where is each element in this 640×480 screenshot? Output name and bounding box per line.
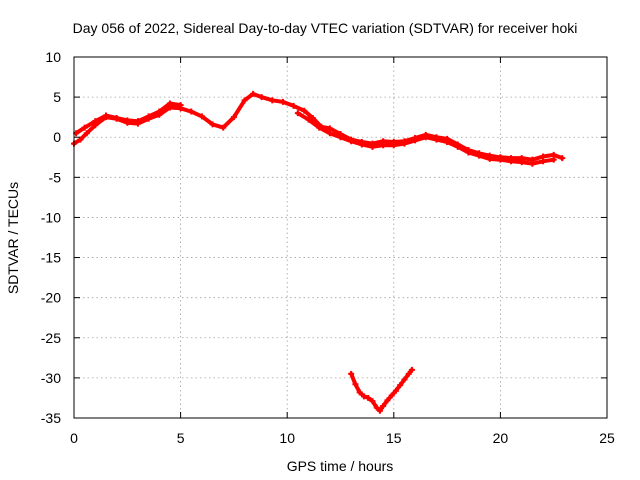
y-tick-label: 0 xyxy=(53,129,61,145)
data-point xyxy=(305,116,312,123)
data-point xyxy=(124,117,131,124)
data-point xyxy=(356,389,363,396)
data-point xyxy=(433,136,440,143)
series-v-arc xyxy=(349,367,414,413)
data-point xyxy=(390,142,397,149)
data-point xyxy=(337,134,344,141)
data-point xyxy=(220,124,227,131)
data-point xyxy=(465,149,472,156)
x-tick-label: 5 xyxy=(177,430,185,446)
y-tick-label: -5 xyxy=(49,169,62,185)
data-point xyxy=(401,140,408,147)
data-point xyxy=(358,141,365,148)
data-point xyxy=(486,155,493,162)
data-point xyxy=(290,102,297,109)
data-point xyxy=(388,392,395,399)
grid xyxy=(74,57,607,418)
data-point xyxy=(230,114,237,121)
data-point xyxy=(412,137,419,144)
data-point xyxy=(422,134,429,141)
data-point xyxy=(508,158,515,165)
data-point xyxy=(369,398,376,405)
data-point xyxy=(373,404,380,411)
data-point xyxy=(301,107,308,114)
data-point xyxy=(309,114,316,121)
data-point xyxy=(497,156,504,163)
y-tick-label: -20 xyxy=(41,290,61,306)
data-point xyxy=(81,124,88,131)
data-point xyxy=(476,152,483,159)
data-point xyxy=(241,97,248,104)
data-point xyxy=(145,113,152,120)
axis-ticks: 0 5 10 15 20 25 10 5 0 -5 -10 -15 -20 -25 -30 -35 xyxy=(41,49,615,446)
data-point xyxy=(376,407,383,414)
data-point xyxy=(380,402,387,409)
data-point xyxy=(454,143,461,150)
data-point xyxy=(380,142,387,149)
data-point xyxy=(405,370,412,377)
y-tick-label: -10 xyxy=(41,209,61,225)
data-point xyxy=(188,108,195,115)
y-tick-label: -25 xyxy=(41,330,61,346)
data-point xyxy=(401,376,408,383)
x-axis-label: GPS time / hours xyxy=(287,458,394,474)
data-point xyxy=(518,159,525,166)
data-point xyxy=(269,97,276,104)
data-point xyxy=(559,155,566,162)
data-point xyxy=(529,160,536,167)
data-point xyxy=(397,382,404,389)
y-tick-label: 5 xyxy=(53,89,61,105)
data-point xyxy=(348,370,355,377)
data-point xyxy=(250,90,257,97)
data-point xyxy=(279,98,286,105)
plot-frame xyxy=(73,56,608,419)
y-tick-label: -30 xyxy=(41,370,61,386)
y-tick-label: -15 xyxy=(41,250,61,266)
y-tick-label: 10 xyxy=(45,49,61,65)
data-point xyxy=(360,393,367,400)
chart-title: Day 056 of 2022, Sidereal Day-to-day VTE… xyxy=(73,20,578,36)
data-point xyxy=(348,138,355,145)
data-point xyxy=(294,110,301,117)
y-tick-label: -35 xyxy=(41,410,61,426)
data-point xyxy=(258,94,265,101)
data-point xyxy=(384,397,391,404)
x-tick-label: 0 xyxy=(70,430,78,446)
data-point xyxy=(540,158,547,165)
data-point xyxy=(352,381,359,388)
data-point xyxy=(83,130,90,137)
data-point xyxy=(209,121,216,128)
data-point xyxy=(392,387,399,394)
x-tick-label: 25 xyxy=(599,430,615,446)
x-tick-label: 10 xyxy=(279,430,295,446)
data-point xyxy=(134,118,141,125)
data-point xyxy=(316,124,323,131)
data-point xyxy=(166,100,173,107)
y-axis-label: SDTVAR / TECUs xyxy=(5,182,21,294)
series-group xyxy=(71,90,566,414)
data-point xyxy=(156,108,163,115)
data-point xyxy=(177,102,184,109)
data-point xyxy=(408,366,415,373)
data-point xyxy=(77,136,84,143)
data-point xyxy=(326,130,333,137)
data-point xyxy=(92,118,99,125)
x-tick-label: 20 xyxy=(493,430,509,446)
data-point xyxy=(198,113,205,120)
data-point xyxy=(102,112,109,119)
data-point xyxy=(550,156,557,163)
data-point xyxy=(369,143,376,150)
data-point xyxy=(444,139,451,146)
data-point xyxy=(113,114,120,121)
data-point xyxy=(365,394,372,401)
x-tick-label: 15 xyxy=(386,430,402,446)
